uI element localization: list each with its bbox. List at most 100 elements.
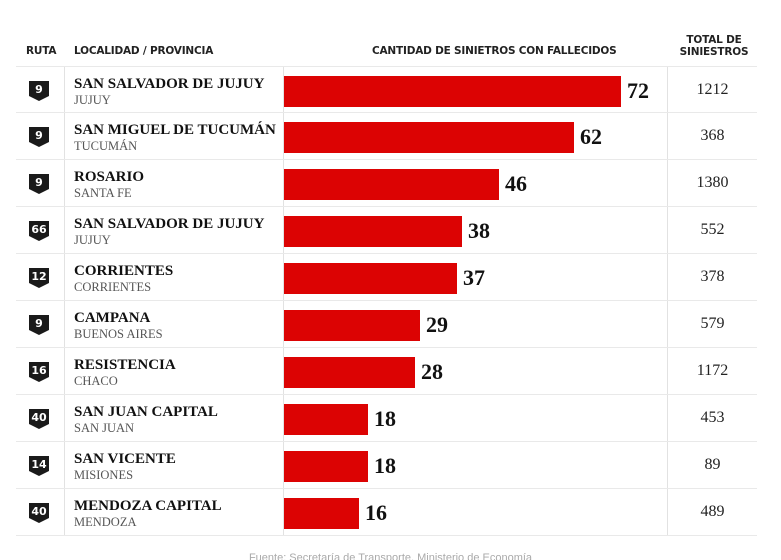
header-cantidad: CANTIDAD DE SINIETROS CON FALLECIDOS xyxy=(372,45,617,57)
province-name: TUCUMÁN xyxy=(74,139,138,153)
total-siniestros: 1380 xyxy=(696,174,729,191)
table-row: 9 SAN SALVADOR DE JUJUY JUJUY 72 1212 xyxy=(16,66,757,113)
total-siniestros: 378 xyxy=(700,268,725,285)
total-siniestros: 1172 xyxy=(696,362,729,379)
total-siniestros: 368 xyxy=(700,127,725,144)
route-shield-icon: 66 xyxy=(28,220,50,242)
province-name: JUJUY xyxy=(74,233,111,247)
location: SAN VICENTE MISIONES xyxy=(74,451,176,483)
city-name: ROSARIO xyxy=(74,169,145,185)
route-number: 40 xyxy=(31,505,47,518)
location: MENDOZA CAPITAL MENDOZA xyxy=(74,498,222,530)
total-siniestros: 89 xyxy=(704,456,721,473)
bar xyxy=(284,451,368,482)
route-number: 12 xyxy=(31,270,47,283)
route-number: 9 xyxy=(35,129,43,142)
route-number: 66 xyxy=(31,223,47,236)
route-shield-icon: 14 xyxy=(28,455,50,477)
route-shield-icon: 9 xyxy=(28,173,50,195)
city-name: SAN JUAN CAPITAL xyxy=(74,404,218,420)
province-name: CORRIENTES xyxy=(74,280,152,294)
total-siniestros: 489 xyxy=(700,503,725,520)
route-shield-icon: 16 xyxy=(28,361,50,383)
table-row: 9 ROSARIO SANTA FE 46 1380 xyxy=(16,160,757,207)
city-name: CORRIENTES xyxy=(74,263,174,279)
table-row: 12 CORRIENTES CORRIENTES 37 378 xyxy=(16,254,757,301)
province-name: SANTA FE xyxy=(74,186,132,200)
total-siniestros: 579 xyxy=(700,315,725,332)
header-total-line2: SINIESTROS xyxy=(679,46,749,58)
bar-value: 72 xyxy=(627,78,649,103)
table-row: 40 SAN JUAN CAPITAL SAN JUAN 18 453 xyxy=(16,395,757,442)
chart-table: 9 SAN SALVADOR DE JUJUY JUJUY 72 1212 9 … xyxy=(16,66,757,536)
route-number: 14 xyxy=(31,458,47,471)
city-name: CAMPANA xyxy=(74,310,151,326)
city-name: SAN MIGUEL DE TUCUMÁN xyxy=(74,122,276,138)
route-number: 40 xyxy=(31,411,47,424)
total-siniestros: 552 xyxy=(700,221,725,238)
bar xyxy=(284,263,457,294)
bar-value: 46 xyxy=(505,171,527,196)
column-divider xyxy=(667,66,668,536)
source-note: Fuente: Secretaría de Transporte, Minist… xyxy=(248,552,533,560)
bar-value: 37 xyxy=(463,265,485,290)
route-shield-icon: 40 xyxy=(28,502,50,524)
bar-value: 18 xyxy=(374,406,396,431)
total-siniestros: 453 xyxy=(700,409,725,426)
bar-value: 28 xyxy=(421,359,443,384)
header-localidad: LOCALIDAD / PROVINCIA xyxy=(74,45,214,57)
bar-value: 18 xyxy=(374,453,396,478)
route-number: 9 xyxy=(35,176,43,189)
location: SAN SALVADOR DE JUJUY JUJUY xyxy=(74,216,264,248)
location: ROSARIO SANTA FE xyxy=(74,169,144,201)
route-shield-icon: 9 xyxy=(28,80,50,102)
location: CAMPANA BUENOS AIRES xyxy=(74,310,163,342)
bar xyxy=(284,357,415,388)
province-name: MISIONES xyxy=(74,468,134,482)
header-total-line1: TOTAL DE xyxy=(686,34,742,46)
location: SAN MIGUEL DE TUCUMÁN TUCUMÁN xyxy=(74,122,276,154)
route-shield-icon: 40 xyxy=(28,408,50,430)
table-header: RUTA LOCALIDAD / PROVINCIA CANTIDAD DE S… xyxy=(0,0,781,66)
bar xyxy=(284,169,499,200)
route-shield-icon: 9 xyxy=(28,126,50,148)
table-row: 14 SAN VICENTE MISIONES 18 89 xyxy=(16,442,757,489)
bar xyxy=(284,216,462,247)
city-name: SAN SALVADOR DE JUJUY xyxy=(74,216,265,232)
bar-value: 29 xyxy=(426,312,448,337)
province-name: CHACO xyxy=(74,374,118,388)
table-row: 9 SAN MIGUEL DE TUCUMÁN TUCUMÁN 62 368 xyxy=(16,113,757,160)
route-number: 16 xyxy=(31,364,47,377)
location: SAN SALVADOR DE JUJUY JUJUY xyxy=(74,76,264,108)
province-name: SAN JUAN xyxy=(74,421,135,435)
province-name: BUENOS AIRES xyxy=(74,327,163,341)
header-total: TOTAL DE SINIESTROS xyxy=(672,34,756,58)
route-number: 9 xyxy=(35,317,43,330)
bar-value: 62 xyxy=(580,124,602,149)
location: SAN JUAN CAPITAL SAN JUAN xyxy=(74,404,218,436)
route-shield-icon: 12 xyxy=(28,267,50,289)
city-name: MENDOZA CAPITAL xyxy=(74,498,222,514)
province-name: JUJUY xyxy=(74,93,111,107)
column-divider xyxy=(283,66,284,536)
table-row: 16 RESISTENCIA CHACO 28 1172 xyxy=(16,348,757,395)
location: CORRIENTES CORRIENTES xyxy=(74,263,173,295)
city-name: SAN VICENTE xyxy=(74,451,176,467)
bar xyxy=(284,122,574,153)
bar xyxy=(284,498,359,529)
city-name: SAN SALVADOR DE JUJUY xyxy=(74,76,265,92)
city-name: RESISTENCIA xyxy=(74,357,176,373)
province-name: MENDOZA xyxy=(74,515,137,529)
bar-value: 16 xyxy=(365,500,387,525)
table-row: 40 MENDOZA CAPITAL MENDOZA 16 489 xyxy=(16,489,757,536)
location: RESISTENCIA CHACO xyxy=(74,357,176,389)
bar xyxy=(284,404,368,435)
table-row: 9 CAMPANA BUENOS AIRES 29 579 xyxy=(16,301,757,348)
bar-value: 38 xyxy=(468,218,490,243)
column-divider xyxy=(64,66,65,536)
route-number: 9 xyxy=(35,83,43,96)
header-ruta: RUTA xyxy=(26,45,57,57)
bar xyxy=(284,76,621,107)
route-shield-icon: 9 xyxy=(28,314,50,336)
total-siniestros: 1212 xyxy=(696,81,729,98)
